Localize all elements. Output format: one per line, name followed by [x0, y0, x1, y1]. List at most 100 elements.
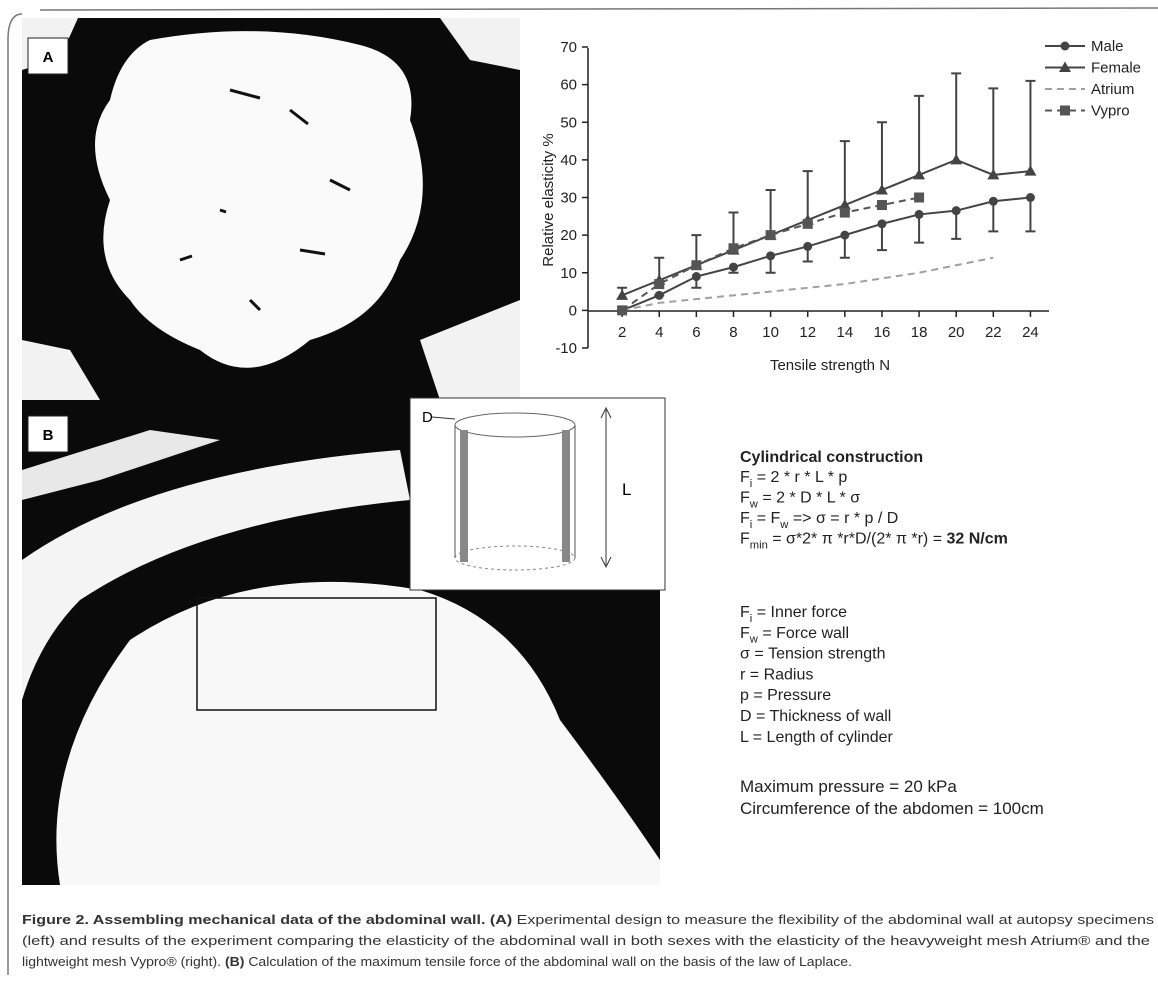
text-line: L = Length of cylinder: [740, 729, 894, 746]
y-tick-label: 40: [560, 152, 577, 169]
diagram-label: L: [622, 480, 631, 499]
text-line: D = Thickness of wall: [740, 708, 891, 725]
text-segment: i: [750, 478, 753, 490]
text-segment: = Inner force: [752, 604, 847, 621]
panel-label-box: [27, 37, 69, 75]
error-bar: [1025, 79, 1036, 172]
y-tick-label: 20: [560, 227, 577, 244]
text-segment: Figure 2. Assembling mechanical data of …: [22, 913, 485, 927]
text-segment: w: [779, 519, 789, 531]
marker: [617, 305, 628, 316]
text-segment: = Force wall: [758, 625, 849, 642]
x-tick-label: 6: [692, 324, 700, 341]
y-tick-label: 10: [560, 265, 577, 282]
x-tick-label: 2: [618, 324, 626, 341]
y-tick-label: 30: [560, 190, 577, 207]
y-tick-label: 50: [560, 114, 577, 131]
legend-label: Female: [1091, 60, 1141, 77]
error-bar: [914, 214, 925, 244]
panel-label-box: [27, 415, 69, 453]
text-segment: (B): [225, 955, 244, 969]
marker: [803, 241, 813, 251]
marker: [840, 230, 850, 240]
photo-b: [22, 400, 660, 885]
text-segment: i: [750, 613, 753, 625]
x-tick-label: 18: [911, 324, 928, 341]
y-tick-label: -10: [555, 340, 577, 357]
panel-label: B: [43, 427, 54, 444]
marker: [802, 218, 813, 229]
text-line: r = Radius: [740, 666, 813, 683]
frame: [7, 13, 23, 975]
text-segment: w: [749, 498, 759, 510]
text-segment: σ = Tension strength: [740, 646, 886, 663]
marker: [766, 251, 776, 261]
construction-heading: Cylindrical construction: [740, 449, 923, 466]
error-bar: [988, 201, 999, 233]
error-bar: [914, 94, 925, 175]
marker: [875, 183, 888, 195]
text-line: (left) and results of the experiment com…: [22, 934, 1150, 948]
error-bar: [951, 72, 962, 160]
text-segment: Circumference of the abdomen = 100cm: [740, 799, 1044, 818]
text-segment: 32 N/cm: [946, 531, 1007, 548]
x-tick-label: 8: [729, 324, 737, 341]
text-segment: i: [750, 519, 753, 531]
text-segment: w: [749, 634, 759, 646]
text-segment: (left) and results of the experiment com…: [22, 934, 1150, 948]
x-tick-label: 14: [836, 324, 853, 341]
cylinder-diagram: [409, 397, 666, 591]
text-line: Circumference of the abdomen = 100cm: [740, 799, 1044, 818]
marker: [838, 199, 851, 210]
marker: [839, 207, 850, 218]
marker: [987, 168, 1000, 180]
text-segment: F: [740, 490, 750, 507]
series-line: [621, 158, 1031, 297]
text-segment: p = Pressure: [740, 687, 831, 704]
marker: [877, 219, 887, 229]
text-line: Fi = 2 * r * L * p: [740, 469, 847, 490]
text-segment: F: [740, 510, 750, 527]
series-line: [621, 196, 920, 312]
text-segment: Maximum pressure = 20 kPa: [740, 777, 957, 796]
text-segment: = F: [752, 510, 780, 527]
text-segment: = 2 * D * L * σ: [758, 490, 860, 507]
x-tick-label: 4: [655, 324, 663, 341]
x-tick-label: 22: [985, 324, 1002, 341]
legend-label: Male: [1091, 38, 1124, 55]
marker: [616, 289, 629, 300]
marker: [914, 192, 925, 203]
panel-label: A: [43, 49, 54, 66]
error-bar: [876, 121, 887, 190]
marker: [876, 200, 887, 211]
marker: [728, 262, 738, 272]
x-tick-label: 16: [874, 324, 891, 341]
text-segment: min: [750, 539, 768, 551]
text-segment: F: [740, 531, 750, 548]
legend-label: Atrium: [1091, 81, 1134, 98]
text-segment: F: [740, 625, 750, 642]
text-line: Figure 2. Assembling mechanical data of …: [22, 913, 1154, 927]
text-line: Fi = Fw => σ = r * p / D: [740, 510, 898, 531]
x-tick-label: 24: [1022, 324, 1039, 341]
text-line: Fmin = σ*2* π *r*D/(2* π *r) = 32 N/cm: [740, 531, 1008, 552]
text-segment: r = Radius: [740, 666, 813, 683]
legend-marker: [1060, 41, 1070, 51]
text-segment: F: [740, 469, 750, 486]
photo-a: [22, 18, 520, 400]
x-tick-label: 10: [762, 324, 779, 341]
marker: [691, 272, 701, 282]
series-line: [621, 196, 1031, 312]
marker: [914, 209, 924, 219]
marker: [1024, 165, 1037, 176]
y-tick-label: 60: [560, 77, 577, 94]
text-segment: => σ = r * p / D: [788, 510, 898, 527]
text-segment: D = Thickness of wall: [740, 708, 891, 725]
error-bar: [951, 210, 962, 240]
marker: [765, 230, 776, 241]
text-line: Maximum pressure = 20 kPa: [740, 777, 957, 796]
x-axis-label: Tensile strength N: [770, 357, 890, 374]
text-segment: lightweight mesh Vypro® (right).: [22, 955, 225, 969]
marker: [951, 206, 961, 216]
legend-label: Vypro: [1091, 103, 1130, 120]
